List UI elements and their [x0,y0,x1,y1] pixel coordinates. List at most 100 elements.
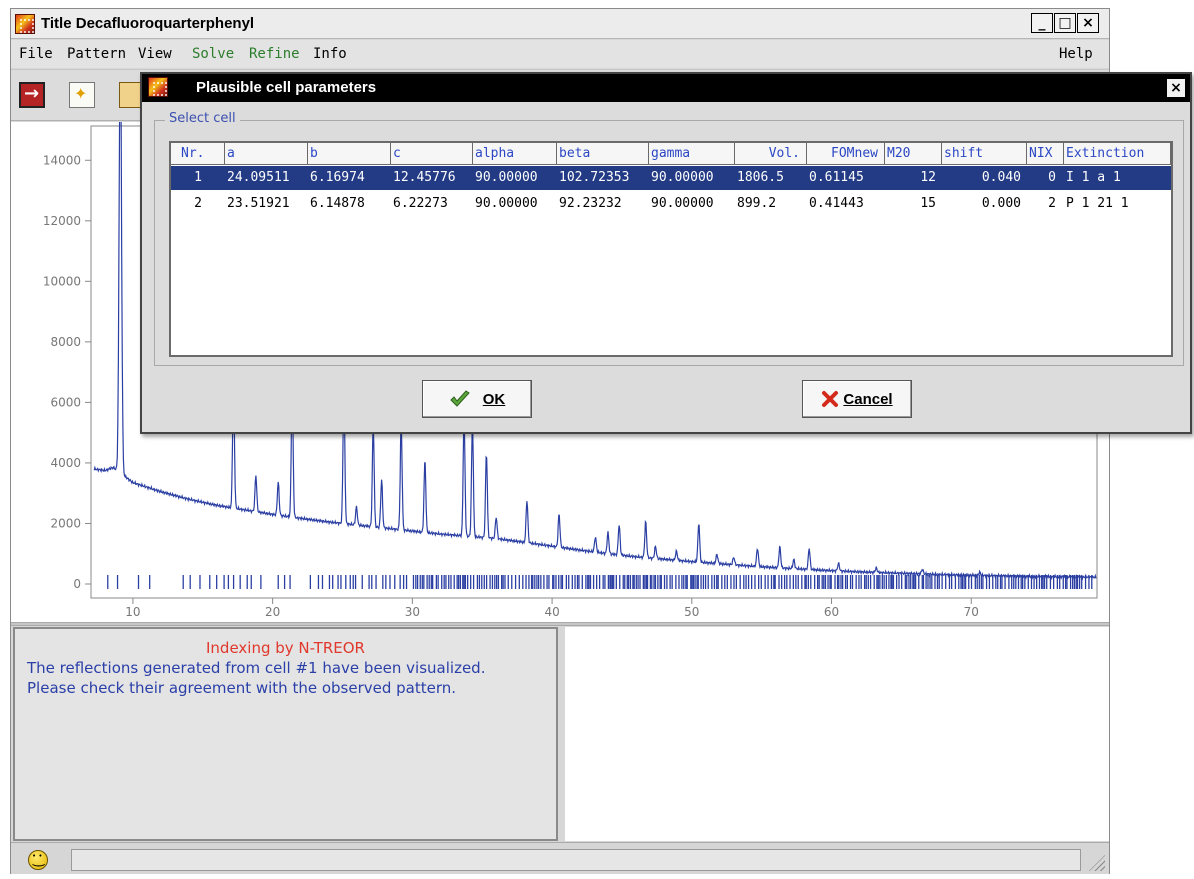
y-tick-label: 6000 [50,395,81,409]
title-bar: Title Decafluoroquarterphenyl _ □ × [11,9,1109,39]
cell-ext: P 1 21 1 [1066,196,1129,211]
group-label: Select cell [165,111,240,126]
cell-c: 12.45776 [393,170,456,185]
message-line: Please check their agreement with the ob… [27,679,457,697]
x-tick-label: 30 [405,605,420,619]
message-title: Indexing by N-TREOR [206,639,365,657]
column-header-shift[interactable]: shift [942,143,1027,165]
column-header-m20[interactable]: M20 [885,143,942,165]
cell-shift: 0.000 [981,196,1021,211]
column-header-nix[interactable]: NIX [1027,143,1064,165]
menu-solve[interactable]: Solve [192,46,235,62]
cell-nix: 0 [1048,170,1056,185]
y-tick-label: 12000 [43,214,81,228]
horizontal-splitter[interactable] [11,622,1109,626]
column-header-beta[interactable]: beta [557,143,649,165]
cell-m20: 12 [920,170,936,185]
y-tick-label: 4000 [50,456,81,470]
menu-refine[interactable]: Refine [249,46,300,62]
new-icon[interactable] [69,82,95,108]
column-header-a[interactable]: a [225,143,308,165]
dialog-close-button[interactable]: × [1166,78,1186,98]
app-logo-icon [15,14,35,34]
close-button[interactable]: × [1077,13,1099,33]
cell-a: 23.51921 [227,196,290,211]
exit-icon[interactable] [19,82,45,108]
column-header-ext[interactable]: Extinction [1064,143,1171,165]
menu-bar: File Pattern View Solve Refine Info Help [11,40,1109,68]
table-header: Nr. a b c alpha beta gamma Vol. FOMnew M20 shift NI… [171,143,1171,165]
x-tick-label: 20 [265,605,280,619]
pattern-line [93,122,1097,581]
cell-alpha: 90.00000 [475,196,538,211]
column-header-gamma[interactable]: gamma [649,143,735,165]
cell-parameters-dialog: Plausible cell parameters × Select cell … [140,72,1192,434]
cell-a: 24.09511 [227,170,290,185]
column-header-fom[interactable]: FOMnew [807,143,885,165]
column-header-vol[interactable]: Vol. [735,143,807,165]
table-row[interactable]: 1 24.09511 6.16974 12.45776 90.00000 102.7235… [171,166,1171,190]
x-tick-label: 10 [125,605,140,619]
dialog-title-bar[interactable]: Plausible cell parameters × [142,74,1190,102]
y-tick-label: 8000 [50,335,81,349]
y-tick-label: 10000 [43,274,81,288]
cell-beta: 102.72353 [559,170,630,185]
cell-b: 6.14878 [310,196,365,211]
maximize-button[interactable]: □ [1054,13,1076,33]
cell-alpha: 90.00000 [475,170,538,185]
resize-grip-icon[interactable] [1089,855,1105,871]
column-header-b[interactable]: b [308,143,391,165]
x-tick-label: 50 [684,605,699,619]
cell-shift: 0.040 [981,170,1021,185]
y-tick-label: 14000 [43,153,81,167]
cell-nix: 2 [1048,196,1056,211]
ok-label: OK [482,390,506,408]
cell-ext: I 1 a 1 [1066,170,1121,185]
menu-info[interactable]: Info [313,46,347,62]
cell-nr: 1 [194,170,202,185]
menu-help[interactable]: Help [1059,46,1093,62]
app-logo-icon [148,77,168,97]
y-tick-label: 0 [73,577,81,591]
ok-button[interactable]: OK [422,380,532,418]
column-header-alpha[interactable]: alpha [473,143,557,165]
window-title: Title Decafluoroquarterphenyl [41,15,255,32]
select-cell-group: Select cell Nr. a b c alpha beta gamma Vol. FOMn… [154,111,1184,366]
status-field [71,849,1081,871]
cancel-x-icon [822,391,839,407]
menu-pattern[interactable]: Pattern [67,46,127,62]
minimize-button[interactable]: _ [1031,13,1053,33]
column-header-c[interactable]: c [391,143,473,165]
cell-table[interactable]: Nr. a b c alpha beta gamma Vol. FOMnew M20 shift NI… [169,141,1173,357]
menu-file[interactable]: File [19,46,53,62]
cell-gamma: 90.00000 [651,196,714,211]
cell-b: 6.16974 [310,170,365,185]
x-tick-label: 60 [824,605,839,619]
table-row[interactable]: 2 23.51921 6.14878 6.22273 90.00000 92.23232 9… [171,192,1171,216]
cancel-button[interactable]: Cancel [802,380,912,418]
cancel-label: Cancel [843,390,893,408]
cell-vol: 899.2 [737,196,777,211]
menu-view[interactable]: View [138,46,172,62]
y-tick-label: 2000 [50,516,81,530]
smiley-icon [28,850,48,870]
cell-nr: 2 [194,196,202,211]
ok-checkmark-icon [450,390,470,407]
column-header-nr[interactable]: Nr. [171,143,225,165]
x-tick-label: 40 [544,605,559,619]
cell-gamma: 90.00000 [651,170,714,185]
cell-m20: 15 [920,196,936,211]
right-panel [565,627,1109,841]
cell-beta: 92.23232 [559,196,622,211]
message-line: The reflections generated from cell #1 h… [27,659,486,677]
cell-vol: 1806.5 [737,170,784,185]
cell-c: 6.22273 [393,196,448,211]
message-panel: Indexing by N-TREOR The reflections gene… [13,627,558,841]
cell-fom: 0.41443 [809,196,864,211]
open-folder-icon[interactable] [119,82,143,108]
status-bar [11,842,1109,874]
x-tick-label: 70 [964,605,979,619]
cell-fom: 0.61145 [809,170,864,185]
dialog-title: Plausible cell parameters [196,79,377,96]
